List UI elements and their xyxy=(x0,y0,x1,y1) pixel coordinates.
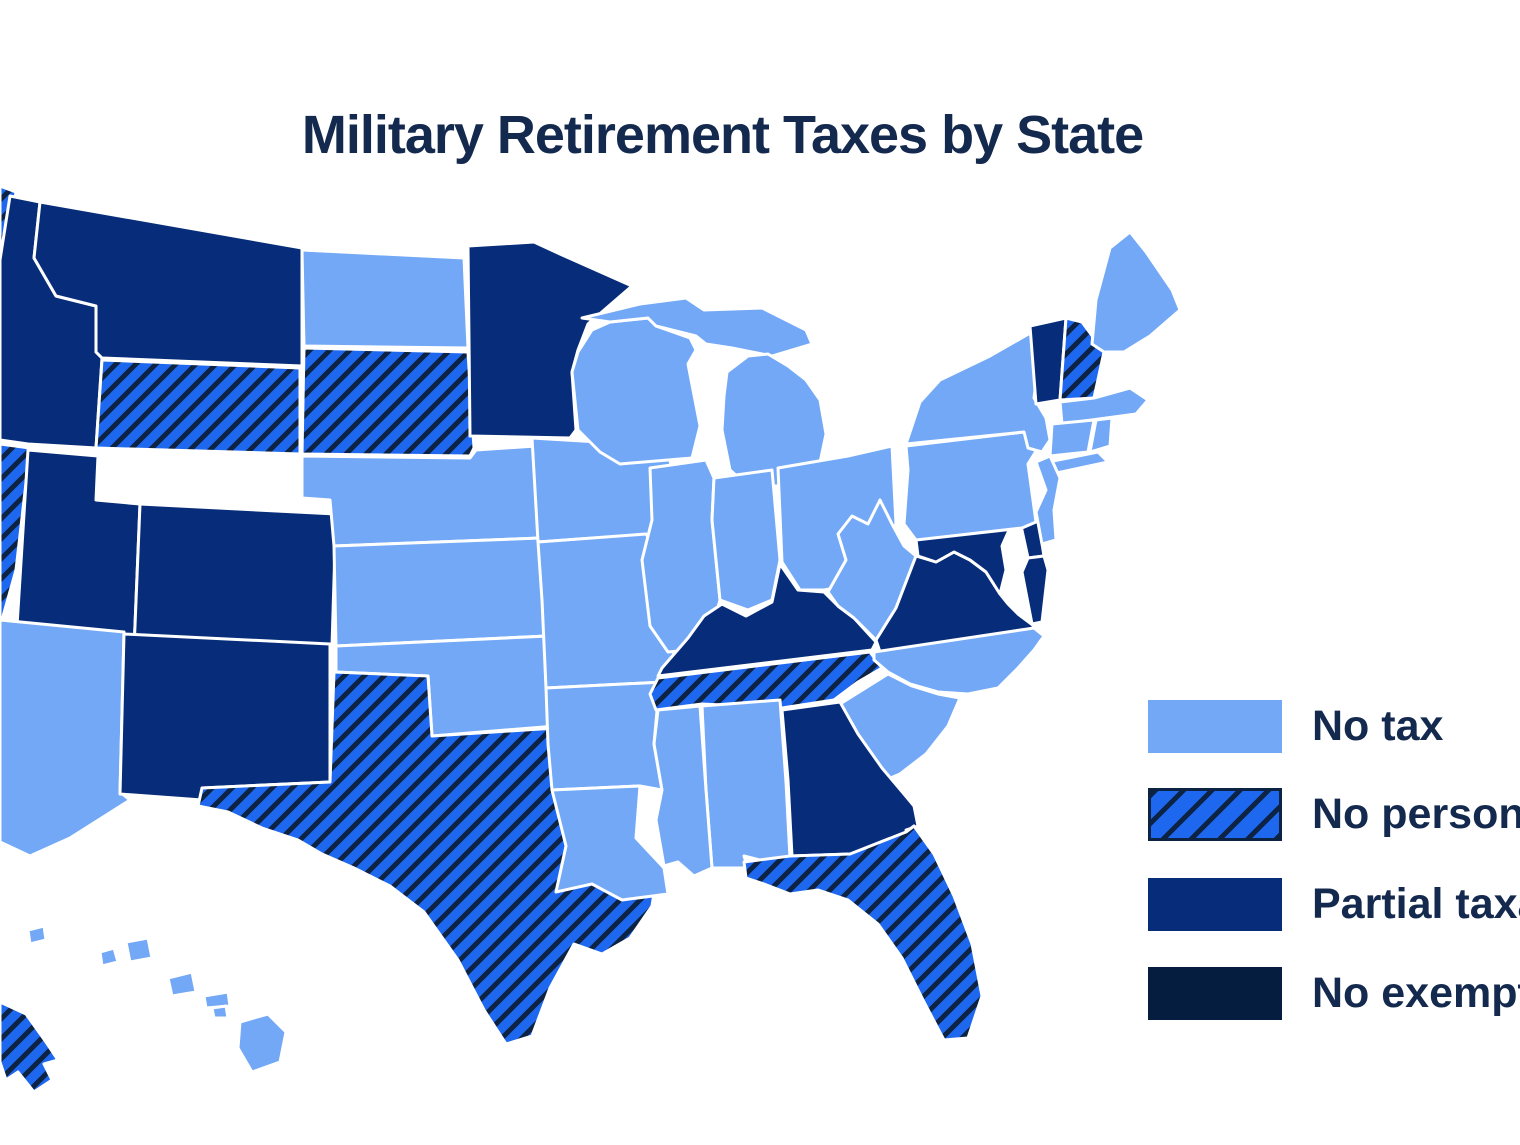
state-hi-2 xyxy=(98,946,120,968)
state-la xyxy=(550,784,670,902)
state-hi-6 xyxy=(210,1004,230,1020)
state-sd xyxy=(300,346,476,458)
state-ks xyxy=(332,536,548,648)
legend-swatch-partial-taxation xyxy=(1148,878,1282,931)
state-nd xyxy=(300,248,470,350)
legend-item-partial-taxation: Partial taxation xyxy=(1148,878,1520,931)
state-nj xyxy=(1034,454,1062,546)
state-mi xyxy=(720,352,828,488)
state-ri xyxy=(1088,416,1114,454)
legend-label-no-personal-income-tax: No personal income tax xyxy=(1312,790,1520,838)
state-md-es xyxy=(1020,554,1050,626)
state-al xyxy=(700,698,792,870)
legend-label-no-exemption: No exemption xyxy=(1312,969,1520,1017)
state-me xyxy=(1090,230,1182,354)
state-nm xyxy=(118,632,332,802)
state-co xyxy=(132,502,338,652)
state-ky xyxy=(656,562,878,678)
state-ct xyxy=(1048,418,1096,458)
state-wv xyxy=(826,498,918,642)
legend-swatch-no-personal-income-tax xyxy=(1148,788,1282,841)
state-ny xyxy=(904,330,1052,454)
legend-item-no-personal-income-tax: No personal income tax xyxy=(1148,788,1520,841)
state-pa xyxy=(902,430,1040,542)
state-fl xyxy=(742,824,984,1042)
state-in xyxy=(710,468,782,612)
legend-label-no-tax: No tax xyxy=(1312,702,1444,750)
legend-swatch-no-exemption xyxy=(1148,967,1282,1020)
page-title: Military Retirement Taxes by State xyxy=(301,105,1144,166)
legend-item-no-tax: No tax xyxy=(1148,700,1443,753)
state-az xyxy=(0,618,132,858)
legend-label-partial-taxation: Partial taxation xyxy=(1312,880,1520,928)
state-ms xyxy=(652,704,714,878)
state-hi-7 xyxy=(236,1012,288,1074)
state-ut xyxy=(14,448,142,652)
state-hi-1 xyxy=(26,924,48,946)
state-nv xyxy=(0,442,32,622)
state-wy xyxy=(94,358,302,456)
state-hi-4 xyxy=(166,970,198,998)
state-ne xyxy=(300,444,544,548)
state-ak xyxy=(0,1000,60,1094)
state-hi-5 xyxy=(202,990,232,1010)
legend-swatch-no-tax xyxy=(1148,700,1282,753)
state-wi xyxy=(570,316,702,466)
legend-item-no-exemption: No exemption xyxy=(1148,967,1520,1020)
state-nc xyxy=(872,626,1046,696)
state-ar xyxy=(544,680,666,792)
state-hi-3 xyxy=(124,936,154,964)
